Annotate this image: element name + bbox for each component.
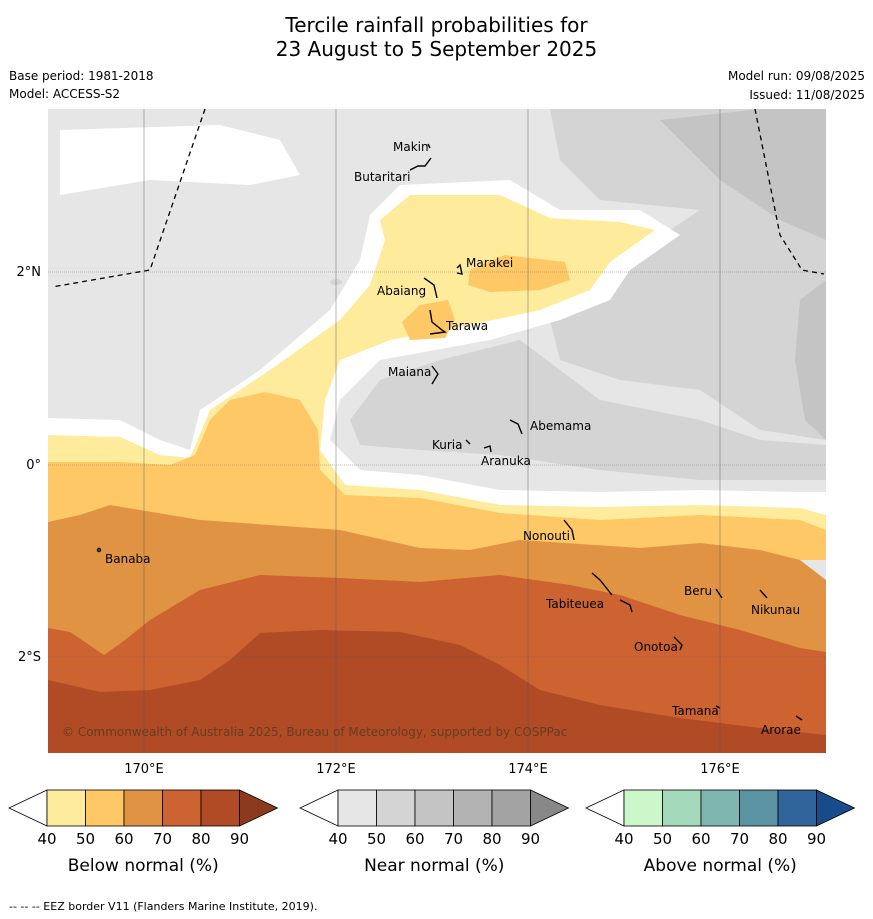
colorbar-above-bin-1 bbox=[662, 789, 702, 827]
lon-label-174: 174°E bbox=[508, 762, 548, 777]
map-title-line1: Tercile rainfall probabilities for bbox=[285, 13, 588, 37]
colorbar-above-extend-low bbox=[585, 789, 625, 827]
place-label-banaba: Banaba bbox=[105, 552, 151, 566]
eez-source-note: -- -- -- EEZ border V11 (Flanders Marine… bbox=[9, 900, 318, 913]
place-label-aranuka: Aranuka bbox=[481, 454, 531, 468]
colorbar-near-bin-1 bbox=[376, 789, 416, 827]
colorbar-below-bin-2 bbox=[123, 789, 163, 827]
colorbar-near-extend-high bbox=[530, 789, 570, 827]
colorbar-near-bin-4 bbox=[491, 789, 531, 827]
graticule bbox=[48, 109, 826, 753]
lon-label-172: 172°E bbox=[316, 762, 356, 777]
colorbar-below-tick: 80 bbox=[191, 830, 210, 848]
colorbar-below-bin-1 bbox=[85, 789, 125, 827]
place-label-tamana: Tamana bbox=[671, 704, 719, 718]
lon-label-170: 170°E bbox=[124, 762, 164, 777]
colorbar-below-bin-4 bbox=[200, 789, 240, 827]
eez-border bbox=[51, 108, 825, 288]
lat-label-0: 0° bbox=[26, 458, 41, 473]
colorbar-above-label: Above normal (%) bbox=[644, 856, 797, 876]
place-label-abaiang: Abaiang bbox=[377, 284, 426, 298]
lon-label-176: 176°E bbox=[700, 762, 740, 777]
colorbar-below-extend-high bbox=[239, 789, 279, 827]
colorbar-near-tick: 60 bbox=[405, 830, 424, 848]
colorbar-below-bin-3 bbox=[162, 789, 202, 827]
colorbar-above-bin-4 bbox=[777, 789, 817, 827]
colorbar-near-tick: 70 bbox=[444, 830, 463, 848]
colorbar-below-tick: 40 bbox=[37, 830, 56, 848]
base-period: Base period: 1981-2018 bbox=[9, 69, 154, 83]
colorbar-below-label: Below normal (%) bbox=[68, 856, 219, 876]
place-label-maiana: Maiana bbox=[388, 365, 431, 379]
colorbar-above-tick: 80 bbox=[768, 830, 787, 848]
place-label-tarawa: Tarawa bbox=[445, 319, 488, 333]
colorbar-above-bin-0 bbox=[623, 789, 663, 827]
model-name: Model: ACCESS-S2 bbox=[9, 87, 121, 101]
colorbar-near-extend-low bbox=[299, 789, 339, 827]
place-label-tabiteuea: Tabiteuea bbox=[545, 597, 604, 611]
colorbar-below-extend-low bbox=[8, 789, 48, 827]
colorbar-below-tick: 60 bbox=[114, 830, 133, 848]
lat-label-2n: 2°N bbox=[17, 265, 42, 280]
place-label-butaritari: Butaritari bbox=[354, 170, 411, 184]
colorbar-near-bin-0 bbox=[337, 789, 377, 827]
colorbar-above-bin-2 bbox=[700, 789, 740, 827]
lat-label-2s: 2°S bbox=[18, 650, 41, 665]
place-label-onotoa: Onotoa bbox=[634, 640, 678, 654]
map-title-line2: 23 August to 5 September 2025 bbox=[275, 37, 598, 61]
colorbar-above-bin-3 bbox=[739, 789, 779, 827]
copyright-notice: © Commonwealth of Australia 2025, Bureau… bbox=[62, 725, 567, 739]
place-label-makin: Makin bbox=[393, 140, 429, 154]
model-run: Model run: 09/08/2025 bbox=[727, 69, 865, 83]
colorbar-above-extend-high bbox=[816, 789, 856, 827]
colorbar-below-bin-0 bbox=[46, 789, 86, 827]
colorbar-above-tick: 40 bbox=[614, 830, 633, 848]
colorbar-near-bin-2 bbox=[414, 789, 454, 827]
colorbar-near-tick: 80 bbox=[482, 830, 501, 848]
colorbar-below-tick: 50 bbox=[76, 830, 95, 848]
place-label-marakei: Marakei bbox=[466, 256, 513, 270]
colorbar-near-label: Near normal (%) bbox=[364, 856, 504, 876]
colorbar-above-tick: 90 bbox=[807, 830, 826, 848]
place-label-kuria: Kuria bbox=[432, 438, 463, 452]
colorbar-group: 40 50 60 70 80 90 Below normal (%) 40 50 60 70 80 90… bbox=[8, 789, 856, 876]
place-label-nikunau: Nikunau bbox=[751, 603, 800, 617]
colorbar-below-tick: 90 bbox=[230, 830, 249, 848]
colorbar-near-bin-3 bbox=[453, 789, 493, 827]
colorbar-above-tick: 70 bbox=[730, 830, 749, 848]
island-outlines bbox=[96, 143, 803, 721]
colorbar-below-tick: 70 bbox=[153, 830, 172, 848]
colorbar-near-tick: 90 bbox=[521, 830, 540, 848]
colorbar-near-tick: 50 bbox=[367, 830, 386, 848]
colorbar-above-tick: 60 bbox=[691, 830, 710, 848]
issued-date: Issued: 11/08/2025 bbox=[749, 88, 865, 102]
place-label-nonouti: Nonouti bbox=[523, 529, 570, 543]
place-label-beru: Beru bbox=[684, 584, 712, 598]
place-label-arorae: Arorae bbox=[761, 723, 801, 737]
probability-fill bbox=[48, 109, 826, 753]
place-label-abemama: Abemama bbox=[530, 419, 591, 433]
colorbar-near-tick: 40 bbox=[328, 830, 347, 848]
colorbar-above-tick: 50 bbox=[653, 830, 672, 848]
